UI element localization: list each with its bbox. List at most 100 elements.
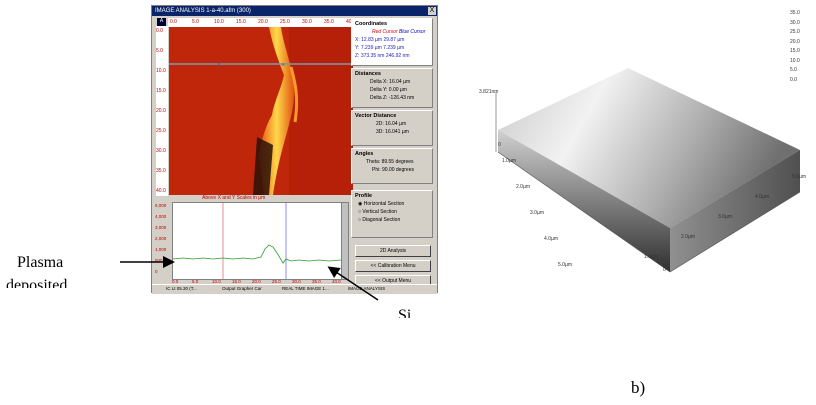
- left-scale-tick: 35.0: [156, 168, 166, 174]
- delta-y: Delta Y: 0.00 µm: [370, 87, 407, 93]
- profile-plot: [172, 202, 342, 280]
- profile-x-tick: 10.0: [212, 279, 221, 284]
- x-axis-tick: 2.0µm: [516, 184, 530, 190]
- left-scale-tick: 25.0: [156, 128, 166, 134]
- blue-cursor-label: Blue Cursor: [398, 29, 426, 35]
- afm-heatmap[interactable]: × ×: [169, 27, 353, 195]
- z-axis-max-label: 3.821nm: [479, 89, 499, 95]
- distances-heading: Distances: [355, 71, 381, 77]
- colorbar-tick: 5.0: [790, 67, 797, 73]
- taskbar-item[interactable]: IMAGE ANALYSIS: [348, 286, 386, 291]
- left-scale-tick: 0.0: [156, 28, 163, 34]
- distance-2d: 2D: 16.04 µm: [376, 121, 407, 127]
- top-scale-tick: 30.0: [302, 19, 312, 25]
- colorbar-tick: 30.0: [790, 19, 800, 26]
- top-scale-tick: 5.0: [192, 19, 199, 25]
- x-axis-tick: 1.0µm: [502, 158, 516, 164]
- profile-y-tick: 500: [155, 258, 163, 263]
- red-cursor-label: Red Cursor: [372, 29, 398, 35]
- taskbar: IC Lt 05.30 (T... Output Grapher Car REA…: [152, 284, 437, 294]
- profile-x-tick: 25.0: [272, 279, 281, 284]
- top-scale-tick: 15.0: [236, 19, 246, 25]
- y-axis-tick: 2.0µm: [681, 234, 695, 240]
- x-axis-tick: 5.0µm: [558, 262, 572, 268]
- left-scale-tick: 30.0: [156, 148, 166, 154]
- deposited-label: deposited: [6, 277, 68, 288]
- profile-y-tick: 5,000: [155, 203, 167, 208]
- scale-marker: A: [157, 18, 166, 26]
- colorbar-tick: 0.0: [790, 76, 797, 83]
- svg-text:×: ×: [281, 62, 285, 69]
- analysis-2d-button[interactable]: 2D Analysis: [355, 245, 431, 257]
- window-title: IMAGE ANALYSIS 1-a-40.afm (300): [152, 6, 437, 16]
- y-axis-tick: 4.0µm: [755, 194, 769, 200]
- top-scale-tick: 20.0: [258, 19, 268, 25]
- radio-unselected-icon: ○: [358, 209, 362, 215]
- image-analysis-window: IMAGE ANALYSIS 1-a-40.afm (300) X A 0.0 5…: [151, 5, 438, 294]
- theta-value: Theta: 89.55 degrees: [366, 159, 414, 165]
- radio-vertical-label: Vertical Section: [362, 209, 397, 215]
- radio-diagonal-label: Diagonal Section: [362, 217, 401, 223]
- x-axis-tick: 3.0µm: [530, 210, 544, 216]
- profile-x-tick: 40.0: [332, 279, 341, 284]
- si-label: Si: [398, 308, 412, 318]
- profile-svg: [172, 203, 342, 279]
- afm-3d-surface: [495, 68, 801, 273]
- profile-x-tick: 20.0: [252, 279, 261, 284]
- taskbar-item[interactable]: REAL TIME IMAGE 1...: [282, 286, 329, 291]
- phi-value: Phi: 90.00 degrees: [372, 167, 414, 173]
- left-scale-tick: 10.0: [156, 68, 166, 74]
- profile-y-tick: 1,000: [155, 247, 167, 252]
- top-scale-tick: 25.0: [280, 19, 290, 25]
- left-scale-tick: 5.0: [156, 48, 163, 54]
- left-scale-tick: 15.0: [156, 88, 166, 94]
- profile-x-tick: 35.0: [312, 279, 321, 284]
- profile-plot-title: Above X and Y Scales in µm: [202, 195, 266, 201]
- distances-panel: Distances Delta X: 16.04 µm Delta Y: 0.0…: [351, 68, 433, 108]
- left-scale-tick: 20.0: [156, 108, 166, 114]
- colorbar-tick: 20.0: [790, 38, 800, 45]
- y-coordinate: Y: 7.239 µm 7.239 µm: [355, 45, 405, 51]
- top-scale-tick: 10.0: [214, 19, 224, 25]
- profile-panel: Profile ◉ Horizontal Section ○ Vertical …: [351, 190, 433, 238]
- radio-selected-icon: ◉: [358, 201, 363, 207]
- coordinates-heading: Coordinates: [355, 21, 388, 27]
- profile-x-tick: 30.0: [292, 279, 301, 284]
- radio-diagonal[interactable]: ○ Diagonal Section: [358, 217, 432, 223]
- z-axis-zero-label: 0: [498, 142, 501, 148]
- profile-x-tick: 0.0: [172, 279, 179, 284]
- taskbar-item[interactable]: IC Lt 05.30 (T...: [166, 286, 197, 291]
- vector-distance-panel: Vector Distance 2D: 16.04 µm 3D: 16.041 …: [351, 110, 433, 146]
- y-axis-tick: 1.0µm: [644, 254, 658, 260]
- top-scale-tick: 0.0: [170, 19, 177, 25]
- profile-heading: Profile: [355, 193, 373, 199]
- colorbar-tick: 35.0: [790, 10, 800, 16]
- panel-b-label: b): [631, 378, 646, 397]
- top-scale-tick: 40.0: [346, 19, 356, 25]
- radio-horizontal[interactable]: ◉ Horizontal Section: [358, 201, 432, 207]
- close-button[interactable]: X: [428, 7, 436, 15]
- colorbar-tick: 25.0: [790, 29, 800, 35]
- top-scale-tick: 35.0: [324, 19, 334, 25]
- radio-vertical[interactable]: ○ Vertical Section: [358, 209, 432, 215]
- y-axis-tick: 3.0µm: [718, 214, 732, 220]
- angles-heading: Angles: [355, 151, 374, 157]
- profile-x-tick: 15.0: [232, 279, 241, 284]
- delta-x: Delta X: 16.04 µm: [370, 79, 411, 85]
- profile-y-tick: 0: [155, 269, 158, 274]
- calibration-menu-button[interactable]: << Calibration Menu: [355, 260, 431, 272]
- angles-panel: Angles Theta: 89.55 degrees Phi: 90.00 d…: [351, 148, 433, 184]
- profile-scrollbar[interactable]: [341, 202, 349, 280]
- radio-horizontal-label: Horizontal Section: [363, 201, 405, 207]
- origin-label: 0: [663, 267, 666, 273]
- heatmap-svg: × ×: [169, 27, 353, 195]
- profile-y-tick: 3,000: [155, 225, 167, 230]
- taskbar-item[interactable]: Output Grapher Car: [222, 286, 262, 291]
- svg-text:×: ×: [217, 62, 221, 69]
- x-coordinate: X: 12.83 µm 29.87 µm: [355, 37, 405, 43]
- colorbar-tick: 15.0: [790, 48, 800, 54]
- coordinates-panel: Coordinates Red Cursor Blue Cursor X: 12…: [351, 18, 433, 66]
- plasma-label: Plasma: [17, 254, 64, 271]
- top-scale: [168, 18, 353, 27]
